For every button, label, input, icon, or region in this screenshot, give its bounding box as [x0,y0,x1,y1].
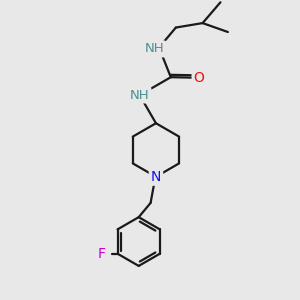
Text: NH: NH [145,42,164,56]
Text: F: F [97,247,105,261]
Text: N: N [151,170,161,184]
Text: O: O [194,71,205,85]
Text: NH: NH [130,88,149,101]
